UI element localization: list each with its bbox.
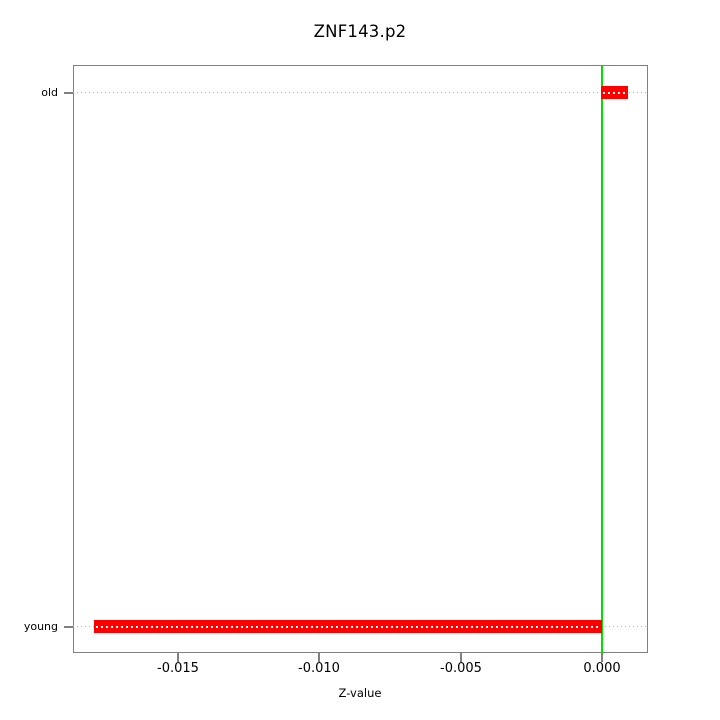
plot-frame [73,65,648,653]
x-tick-3 [601,653,603,662]
x-axis-tick-label-2: -0.005 [440,661,482,676]
y-tick-young [64,626,73,628]
x-tick-2 [460,653,462,662]
interval-bar-old [601,86,628,99]
x-tick-1 [318,653,320,662]
interval-bar-young [94,620,602,633]
x-axis-tick-label-0: -0.015 [157,661,199,676]
interval-bar-young-pattern [96,625,600,628]
zero-reference-line [601,65,603,653]
x-axis-tick-label-1: -0.010 [298,661,340,676]
x-axis-title: Z-value [338,686,382,700]
interval-bar-old-pattern [603,91,626,94]
y-axis-label-young: young [23,620,58,633]
x-axis-tick-label-3: 0.000 [583,661,621,676]
plot-area [73,65,648,653]
y-tick-old [64,92,73,94]
gridline-old [73,92,648,93]
chart-title: ZNF143.p2 [313,22,407,41]
x-tick-0 [177,653,179,662]
y-axis-label-old: old [41,86,58,99]
